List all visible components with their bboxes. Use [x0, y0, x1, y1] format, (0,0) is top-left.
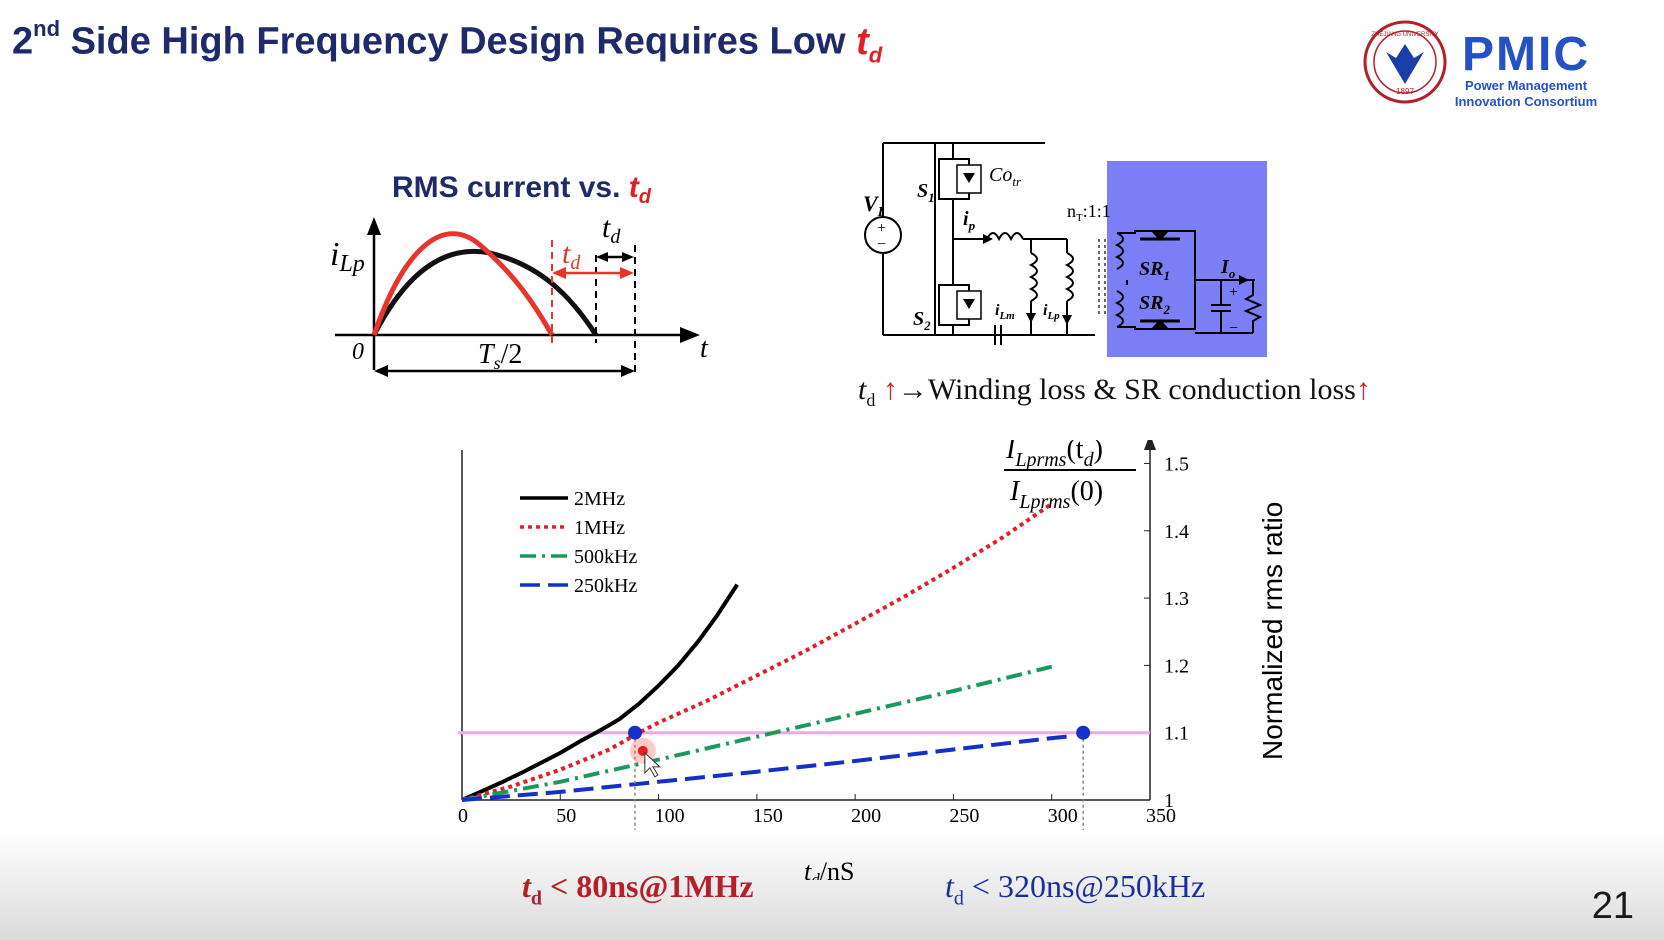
red-td-label: td [562, 237, 581, 274]
waveform-origin: 0 [352, 339, 364, 365]
ilp-label: iLp [1043, 302, 1060, 322]
annotation-1mhz: td < 80ns@1MHz [522, 868, 754, 910]
series-line-1mhz [461, 502, 1053, 802]
chart-formula: ILprms(td) ILprms(0) [1004, 440, 1136, 513]
svg-text:+: + [1229, 284, 1238, 301]
y-tick-label: 1.1 [1164, 723, 1189, 745]
y-axis-arrow [1144, 440, 1156, 450]
x-tick-label: 0 [458, 805, 468, 827]
s2-label: S2 [913, 308, 931, 333]
x-tick-label: 350 [1146, 805, 1176, 827]
svg-text:−: − [1229, 320, 1238, 337]
magnetizing-inductor-icon [1028, 252, 1038, 302]
s1-label: S1 [917, 180, 935, 205]
series-line-500khz [461, 664, 1053, 802]
llc-circuit-diagram: + − VI S1 S2 Cotr ip iLm iLp nT:1:1 [863, 142, 1267, 357]
sr1-label: SR1 [1139, 258, 1170, 283]
marker-point [627, 725, 642, 740]
svg-text:ILprms(td): ILprms(td) [1005, 440, 1103, 471]
waveform-title: RMS current vs. td [392, 171, 652, 208]
svg-text:Innovation Consortium: Innovation Consortium [1455, 94, 1597, 109]
svg-text:+: + [877, 220, 886, 237]
x-tick-label: 50 [556, 805, 576, 827]
turns-ratio-label: nT:1:1 [1067, 201, 1111, 224]
legend-label: 250kHz [574, 575, 637, 597]
bottom-gradient [0, 830, 1664, 940]
x-tick-label: 250 [949, 805, 979, 827]
sr2-label: SR2 [1139, 292, 1170, 317]
series-line-250khz [461, 734, 1072, 802]
svg-text:PMIC: PMIC [1462, 28, 1590, 81]
load-resistor-icon [1243, 280, 1263, 333]
x-tick-label: 200 [851, 805, 881, 827]
ilm-label: iLm [995, 302, 1015, 322]
x-tick-label: 300 [1048, 805, 1078, 827]
chart-ylabel: Normalized rms ratio [1257, 502, 1288, 760]
annotation-250khz: td < 320ns@250kHz [945, 868, 1206, 910]
black-td-label: td [602, 211, 621, 248]
vin-label: VI [863, 191, 884, 220]
io-label: Io [1220, 256, 1236, 281]
chart-series [461, 502, 1072, 802]
mouse-pointer-icon [644, 751, 662, 778]
y-tick-label: 1.4 [1164, 521, 1189, 543]
waveform-xlabel: t [700, 333, 709, 364]
x-tick-label: 100 [655, 805, 685, 827]
y-tick-label: 1 [1164, 790, 1174, 812]
slide-title: 2nd Side High Frequency Design Requires … [12, 16, 883, 68]
seal-icon [1363, 20, 1447, 104]
chart-xlabel: td/nS [804, 857, 854, 880]
svg-text:Power Management: Power Management [1465, 78, 1588, 93]
voltage-source-icon [864, 216, 902, 254]
period-label: Ts/2 [478, 339, 522, 373]
ip-label: ip [963, 208, 976, 233]
svg-text:ZHEJIANG UNIVERSITY: ZHEJIANG UNIVERSITY [1371, 32, 1438, 38]
s2-mosfet-icon [938, 284, 982, 326]
s1-mosfet-icon [938, 158, 982, 200]
svg-text:1897: 1897 [1396, 87, 1414, 96]
svg-text:ILprms(0): ILprms(0) [1009, 476, 1103, 513]
resonant-inductor-icon [986, 232, 1024, 242]
x-tick-label: 150 [753, 805, 783, 827]
marker-point [1076, 725, 1091, 740]
y-tick-label: 1.5 [1164, 453, 1189, 475]
sr1-switch-icon [1140, 231, 1180, 241]
svg-text:−: − [877, 236, 886, 253]
chart-markers [627, 725, 1091, 830]
y-tick-label: 1.2 [1164, 655, 1189, 677]
chart-legend: 2MHz 1MHz 500kHz 250kHz [520, 488, 637, 597]
series-line-2mhz [461, 583, 739, 802]
legend-label: 500kHz [574, 546, 637, 568]
waveform-ylabel: iLp [330, 236, 365, 277]
rms-waveform-diagram: RMS current vs. td iLp t 0 td td Ts/2 [330, 171, 709, 377]
sr2-switch-icon [1140, 319, 1180, 329]
legend-label: 2MHz [574, 488, 625, 510]
y-tick-label: 1.3 [1164, 588, 1189, 610]
circuit-caption: td ↑→Winding loss & SR conduction loss↑ [858, 373, 1371, 410]
secondary-highlight [1107, 161, 1267, 357]
logo: 1897 ZHEJIANG UNIVERSITY PMIC Power Mana… [1360, 14, 1650, 119]
cotr-label: Cotr [989, 164, 1022, 189]
legend-label: 1MHz [574, 517, 625, 539]
slide-number: 21 [1591, 885, 1634, 927]
